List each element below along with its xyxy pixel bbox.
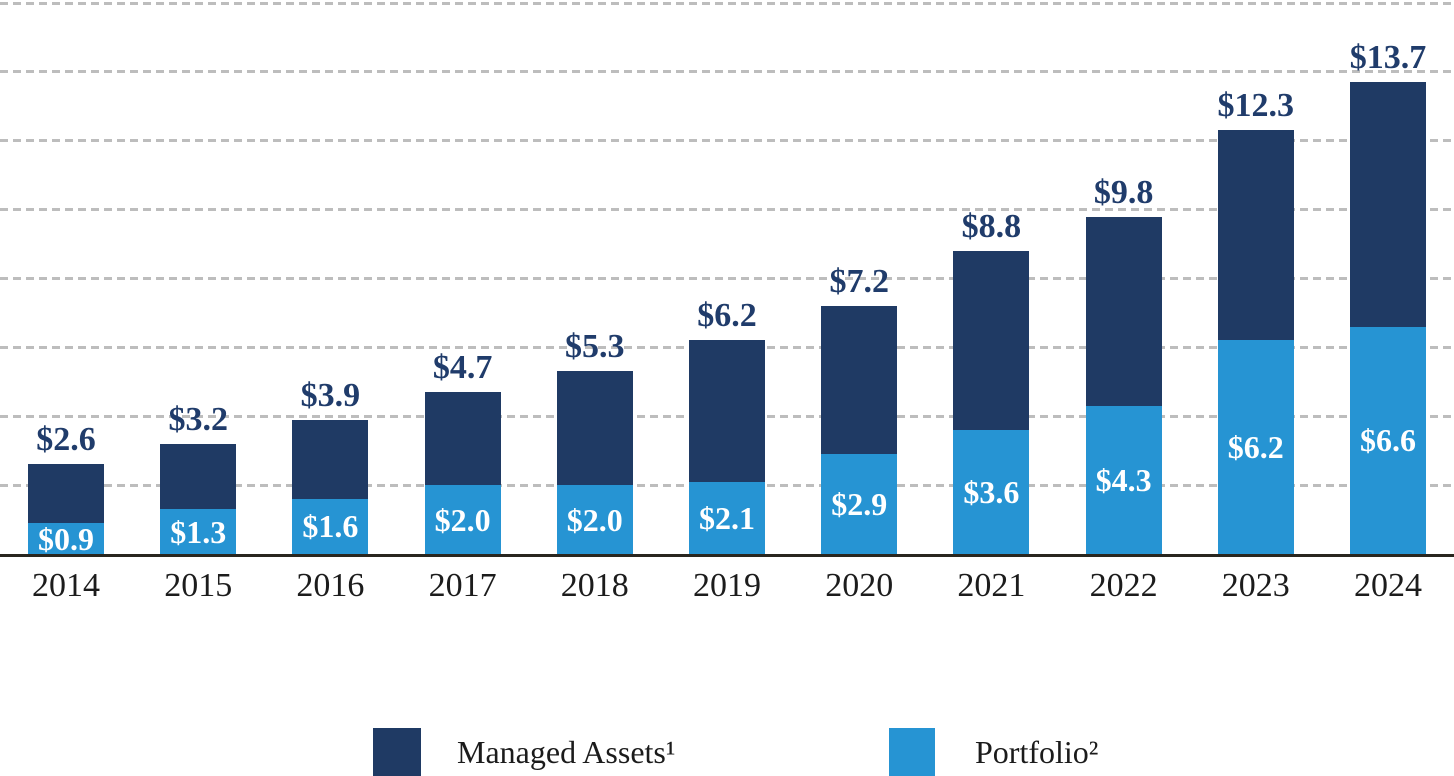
portfolio-segment <box>28 523 104 554</box>
portfolio-segment <box>821 454 898 554</box>
portfolio-value-label: $2.0 <box>566 501 623 538</box>
year-tick-2022: 2022 <box>1089 567 1158 604</box>
bar-2017: $4.7 $2.0 <box>424 351 501 554</box>
total-value-label: $5.3 <box>565 328 625 366</box>
portfolio-legend-label: Portfolio² <box>975 734 1099 770</box>
managed-assets-segment <box>689 340 765 482</box>
portfolio-segment <box>556 485 633 554</box>
bar-2023: $12.3 $6.2 <box>1217 89 1294 554</box>
bar-2016: $3.9 $1.6 <box>292 378 369 554</box>
managed-assets-segment <box>424 392 501 486</box>
year-tick-2018: 2018 <box>560 567 629 604</box>
portfolio-value-label: $6.6 <box>1360 422 1416 459</box>
gridline-8 <box>0 277 1454 280</box>
year-tick-2016: 2016 <box>296 567 365 604</box>
year-tick-2021: 2021 <box>957 567 1026 604</box>
managed-assets-swatch <box>373 728 421 776</box>
year-tick-2020: 2020 <box>825 567 894 604</box>
bar-2020: $7.2 $2.9 <box>821 265 898 554</box>
portfolio-segment <box>160 509 237 554</box>
legend-item-portfolio: Portfolio² <box>889 728 1098 776</box>
managed-assets-segment <box>292 419 369 499</box>
portfolio-value-label: $1.6 <box>302 508 359 545</box>
total-value-label: $13.7 <box>1349 39 1427 77</box>
bar-2018: $5.3 $2.0 <box>556 330 633 554</box>
total-value-label: $3.2 <box>168 400 228 438</box>
managed-assets-legend-label: Managed Assets¹ <box>457 734 676 770</box>
managed-assets-segment <box>1085 216 1162 406</box>
portfolio-value-label: $1.3 <box>170 513 227 550</box>
portfolio-value-label: $3.6 <box>963 474 1020 510</box>
portfolio-value-label: $2.9 <box>831 486 888 523</box>
gridline-14 <box>0 70 1454 74</box>
portfolio-value-label: $2.0 <box>434 501 491 538</box>
year-tick-2023: 2023 <box>1221 567 1290 604</box>
year-tick-2024: 2024 <box>1354 567 1422 604</box>
portfolio-value-label: $6.2 <box>1227 429 1284 466</box>
total-value-label: $8.8 <box>961 207 1022 245</box>
bar-2014: $2.6 $0.9 <box>28 423 104 557</box>
portfolio-value-label: $0.9 <box>38 520 94 557</box>
managed-assets-segment <box>953 250 1030 430</box>
bar-2021: $8.8 $3.6 <box>953 209 1030 554</box>
portfolio-segment <box>424 485 501 554</box>
gridline-12 <box>0 139 1454 143</box>
portfolio-value-label: $2.1 <box>699 499 755 536</box>
total-value-label: $12.3 <box>1217 87 1295 125</box>
year-tick-2015: 2015 <box>164 567 233 604</box>
total-value-label: $3.9 <box>300 376 361 414</box>
managed-assets-segment <box>1350 82 1426 327</box>
bar-2019: $6.2 $2.1 <box>689 299 765 554</box>
x-axis-line <box>0 554 1454 557</box>
gridline-16 <box>0 1 1454 5</box>
portfolio-segment <box>292 498 369 554</box>
portfolio-segment <box>1217 340 1294 554</box>
legend-item-managed-assets: Managed Assets¹ <box>373 728 675 776</box>
managed-assets-segment <box>160 443 237 510</box>
portfolio-value-label: $4.3 <box>1095 461 1152 498</box>
year-tick-2017: 2017 <box>428 567 497 604</box>
managed-assets-segment <box>821 306 898 455</box>
year-tick-2019: 2019 <box>693 567 761 604</box>
gridline-10 <box>0 208 1454 212</box>
total-value-label: $6.2 <box>697 297 757 335</box>
portfolio-swatch <box>889 728 935 776</box>
portfolio-segment <box>689 481 765 554</box>
managed-assets-segment <box>1217 130 1294 341</box>
bar-2015: $3.2 $1.3 <box>160 402 237 554</box>
portfolio-segment <box>1085 405 1162 554</box>
total-value-label: $2.6 <box>36 421 96 459</box>
managed-assets-segment <box>556 371 633 486</box>
legend: Managed Assets¹ Portfolio² <box>0 728 1454 776</box>
bar-2022: $9.8 $4.3 <box>1085 175 1162 554</box>
total-value-label: $9.8 <box>1093 173 1154 211</box>
portfolio-segment <box>953 430 1030 554</box>
total-value-label: $7.2 <box>829 263 889 301</box>
total-value-label: $4.7 <box>432 349 493 387</box>
portfolio-segment <box>1350 326 1426 554</box>
managed-assets-segment <box>28 464 104 523</box>
year-tick-2014: 2014 <box>32 567 100 604</box>
bar-2024: $13.7 $6.6 <box>1350 41 1426 554</box>
